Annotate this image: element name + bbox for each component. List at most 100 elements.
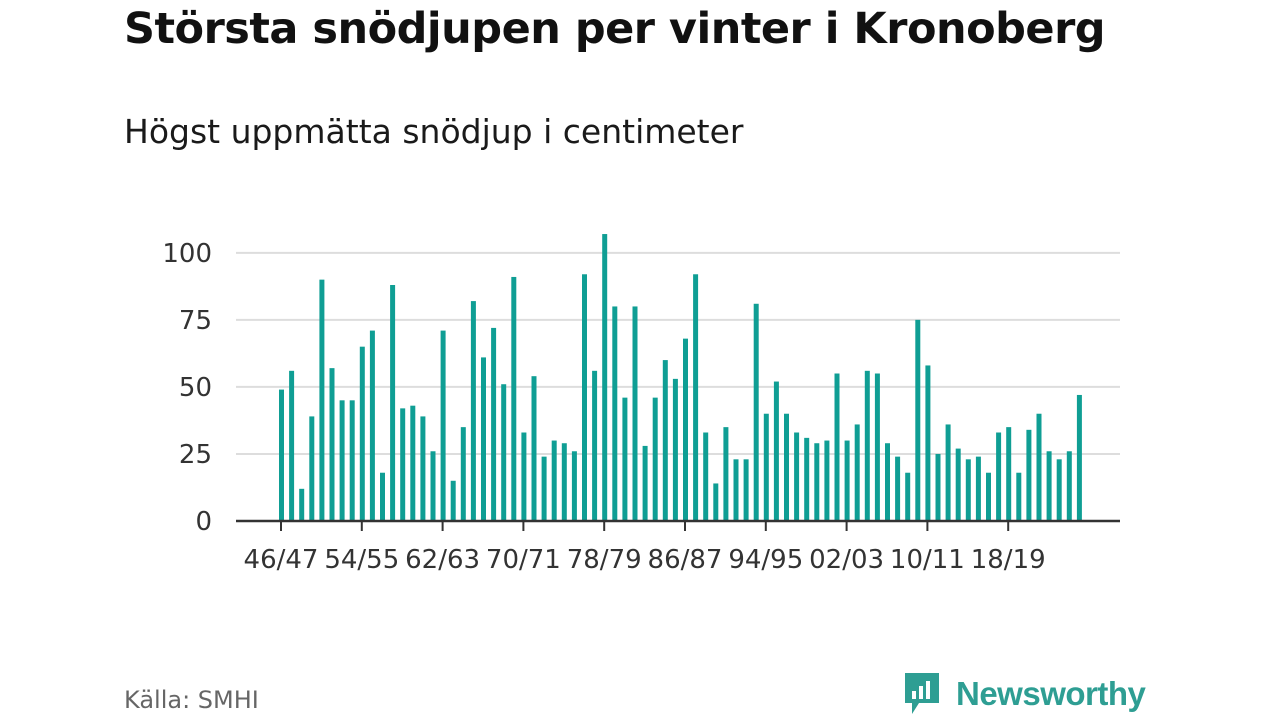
x-tick-label: 10/11 (890, 545, 965, 575)
bar-2001-02 (834, 373, 840, 521)
gridlines (236, 251, 1120, 455)
bar-2003-04 (854, 424, 860, 521)
bar-2006-07 (885, 443, 890, 521)
bar-1989-90 (713, 483, 719, 521)
bar-1965-66 (470, 301, 476, 521)
bar-1999-00 (814, 443, 820, 521)
bar-1980-81 (622, 397, 628, 521)
bar-1963-64 (450, 480, 456, 521)
bar-1970-71 (521, 432, 527, 521)
x-tick-label: 94/95 (728, 545, 803, 575)
bar-1960-61 (420, 416, 426, 521)
bar-1949-50 (309, 416, 315, 521)
x-tick-label: 86/87 (648, 545, 723, 575)
bar-1967-68 (491, 327, 497, 521)
bar-2004-05 (864, 370, 870, 521)
bar-2005-06 (874, 373, 880, 521)
bar-2009-10 (915, 319, 921, 521)
bar-2025-26 (1076, 394, 1082, 521)
bar-1958-59 (400, 408, 406, 521)
bar-1978-79 (602, 234, 608, 521)
bar-2022-23 (1046, 451, 1052, 521)
bar-1977-78 (592, 370, 598, 521)
bar-2016-17 (986, 472, 991, 521)
bar-1951-52 (329, 368, 335, 521)
bar-1987-88 (693, 274, 699, 521)
bar-1983-84 (652, 397, 658, 521)
chart-title: Största snödjupen per vinter i Kronoberg (124, 4, 1106, 54)
bars (279, 234, 1082, 521)
bar-2014-15 (965, 459, 971, 521)
bar-1986-87 (683, 338, 688, 521)
x-tick-label: 78/79 (567, 545, 642, 575)
bar-1981-82 (632, 306, 638, 521)
bar-2020-21 (1026, 429, 1032, 521)
bar-1957-58 (390, 285, 396, 521)
bar-1952-53 (339, 400, 345, 521)
newsworthy-logo-icon (905, 673, 939, 714)
x-tick-label: 46/47 (244, 545, 319, 575)
x-tick-label: 54/55 (324, 545, 399, 575)
bar-1969-70 (511, 276, 517, 521)
bar-2015-16 (975, 456, 981, 521)
x-axis-labels: 46/47 54/55 62/63 70/71 78/79 86/87 94/95 02/03… (244, 545, 1046, 575)
bar-2000-01 (824, 440, 830, 521)
bar-1992-93 (743, 459, 749, 521)
bar-1985-86 (672, 378, 678, 521)
bar-2008-09 (905, 472, 911, 521)
bar-2021-22 (1036, 413, 1042, 521)
bar-1947-48 (289, 370, 295, 521)
source-note: Källa: SMHI (124, 686, 259, 714)
bar-1962-63 (440, 330, 446, 521)
y-tick-label: 0 (195, 507, 212, 537)
x-tick-label: 70/71 (486, 545, 561, 575)
bar-1997-98 (794, 432, 800, 521)
y-axis-labels: 0 25 50 75 100 (162, 239, 212, 537)
bar-1959-60 (410, 405, 416, 521)
bar-2024-25 (1066, 451, 1072, 521)
x-axis (236, 519, 1120, 531)
bar-2013-14 (955, 448, 961, 521)
bar-1979-80 (612, 306, 618, 521)
bar-chart: 0 25 50 75 100 46/47 54/55 62/63 70/71 78/79 86/8… (162, 234, 1120, 575)
bar-1972-73 (541, 456, 547, 521)
bar-1954-55 (359, 346, 365, 521)
x-tick-label: 18/19 (971, 545, 1046, 575)
bar-2019-20 (1016, 472, 1022, 521)
chart-subtitle: Högst uppmätta snödjup i centimeter (124, 112, 744, 151)
bar-1990-91 (723, 427, 729, 521)
bar-1994-95 (763, 413, 769, 521)
bar-1993-94 (753, 303, 759, 521)
bar-1975-76 (571, 451, 577, 521)
bar-1953-54 (349, 400, 355, 521)
bar-1984-85 (662, 360, 668, 521)
y-tick-label: 75 (179, 306, 212, 336)
bar-2007-08 (895, 456, 901, 521)
bar-1956-57 (380, 472, 385, 521)
bar-1966-67 (481, 357, 486, 521)
y-tick-label: 100 (162, 239, 212, 269)
bar-1996-97 (784, 413, 789, 521)
bar-1973-74 (551, 440, 557, 521)
bar-2011-12 (935, 453, 941, 521)
bar-1998-99 (804, 437, 810, 521)
bar-1964-65 (460, 427, 466, 521)
bar-1950-51 (319, 279, 325, 521)
bar-1976-77 (582, 274, 587, 521)
bar-2010-11 (925, 365, 931, 521)
bar-1995-96 (773, 381, 779, 521)
y-tick-label: 50 (179, 373, 212, 403)
bar-1961-62 (430, 451, 436, 521)
bar-1955-56 (369, 330, 375, 521)
bar-1946-47 (279, 389, 284, 521)
x-tick-label: 62/63 (405, 545, 480, 575)
bar-2002-03 (844, 440, 850, 521)
bar-1971-72 (531, 376, 537, 521)
x-tick-label: 02/03 (809, 545, 884, 575)
bar-2018-19 (1006, 427, 1012, 521)
newsworthy-logo: Newsworthy (902, 670, 1146, 718)
bar-1988-89 (703, 432, 709, 521)
bar-1948-49 (299, 488, 305, 521)
bar-2023-24 (1056, 459, 1062, 521)
bar-2012-13 (945, 424, 951, 521)
